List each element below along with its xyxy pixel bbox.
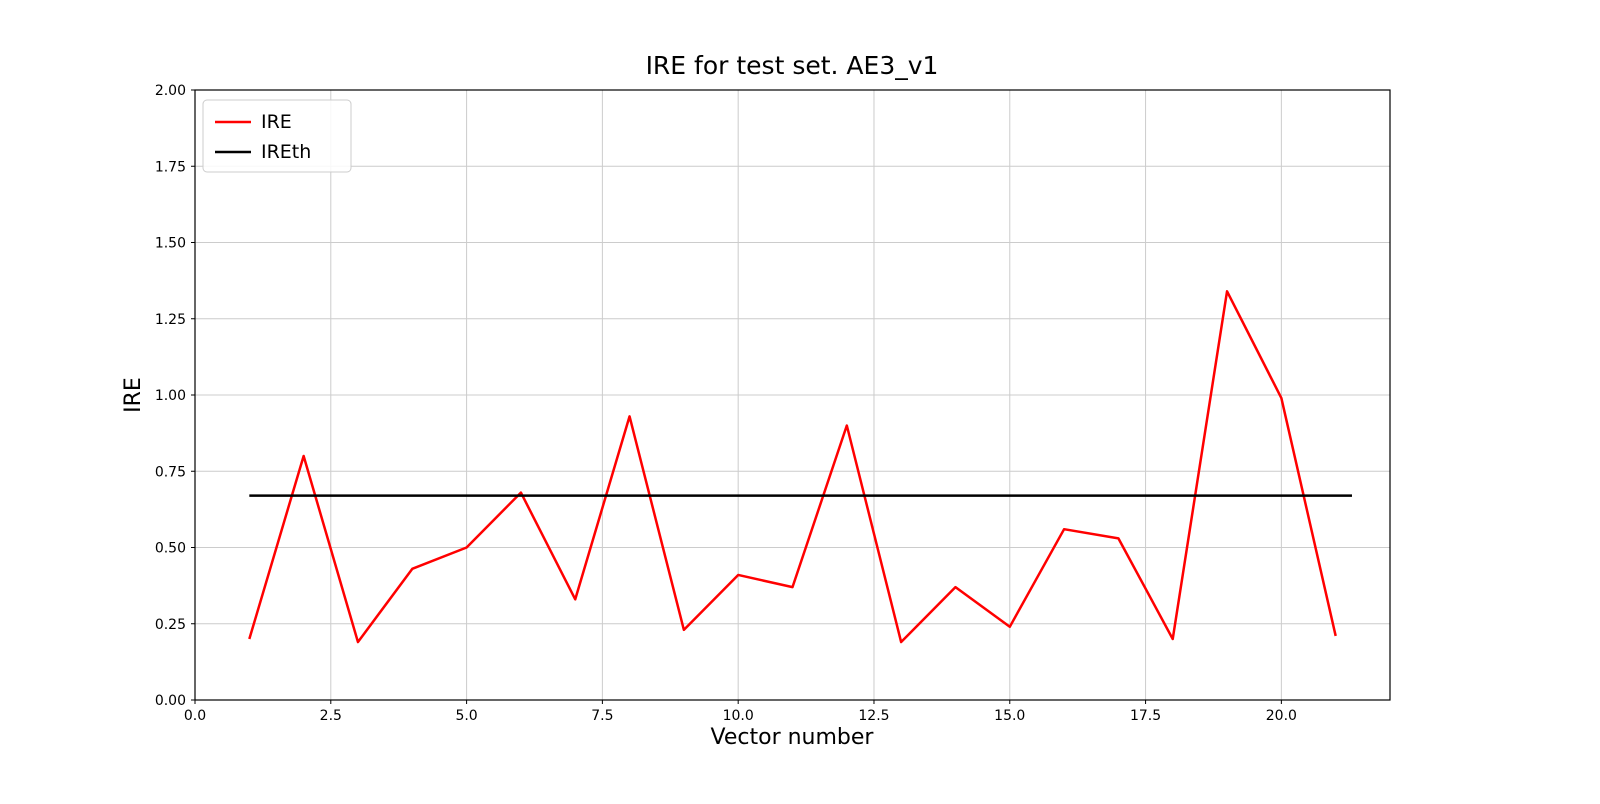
y-tick-label: 1.75: [155, 159, 186, 175]
x-axis-label: Vector number: [711, 725, 875, 750]
y-tick-label: 1.00: [155, 388, 186, 404]
x-tick-label: 0.0: [184, 708, 206, 724]
x-tick-label: 15.0: [994, 708, 1025, 724]
x-tick-label: 7.5: [591, 708, 613, 724]
x-tick-label: 5.0: [455, 708, 477, 724]
x-tick-label: 20.0: [1266, 708, 1297, 724]
y-tick-label: 0.50: [155, 541, 186, 557]
chart-title: IRE for test set. AE3_v1: [646, 51, 939, 80]
series-line-IRE: [248, 290, 1337, 644]
y-tick-label: 0.75: [155, 464, 186, 480]
x-tick-label: 17.5: [1130, 708, 1161, 724]
legend: IRE IREth: [202, 99, 352, 173]
axis-ticks: 0.0 2.5 5.0 7.5 10.0 12.5 15.0 17.5 20.0 0.00 0.25…: [155, 83, 1297, 724]
legend-label-ire: IRE: [261, 111, 292, 133]
x-tick-label: 10.0: [723, 708, 754, 724]
x-tick-label: 2.5: [320, 708, 342, 724]
series-group: [248, 290, 1352, 644]
y-tick-label: 0.25: [155, 617, 186, 633]
x-tick-label: 12.5: [858, 708, 889, 724]
y-tick-label: 1.25: [155, 312, 186, 328]
legend-label-ireth: IREth: [261, 141, 311, 163]
legend-box: [202, 99, 352, 173]
y-axis-label: IRE: [121, 377, 146, 413]
y-tick-label: 0.00: [155, 693, 186, 709]
y-tick-label: 1.50: [155, 236, 186, 252]
y-tick-label: 2.00: [155, 83, 186, 99]
